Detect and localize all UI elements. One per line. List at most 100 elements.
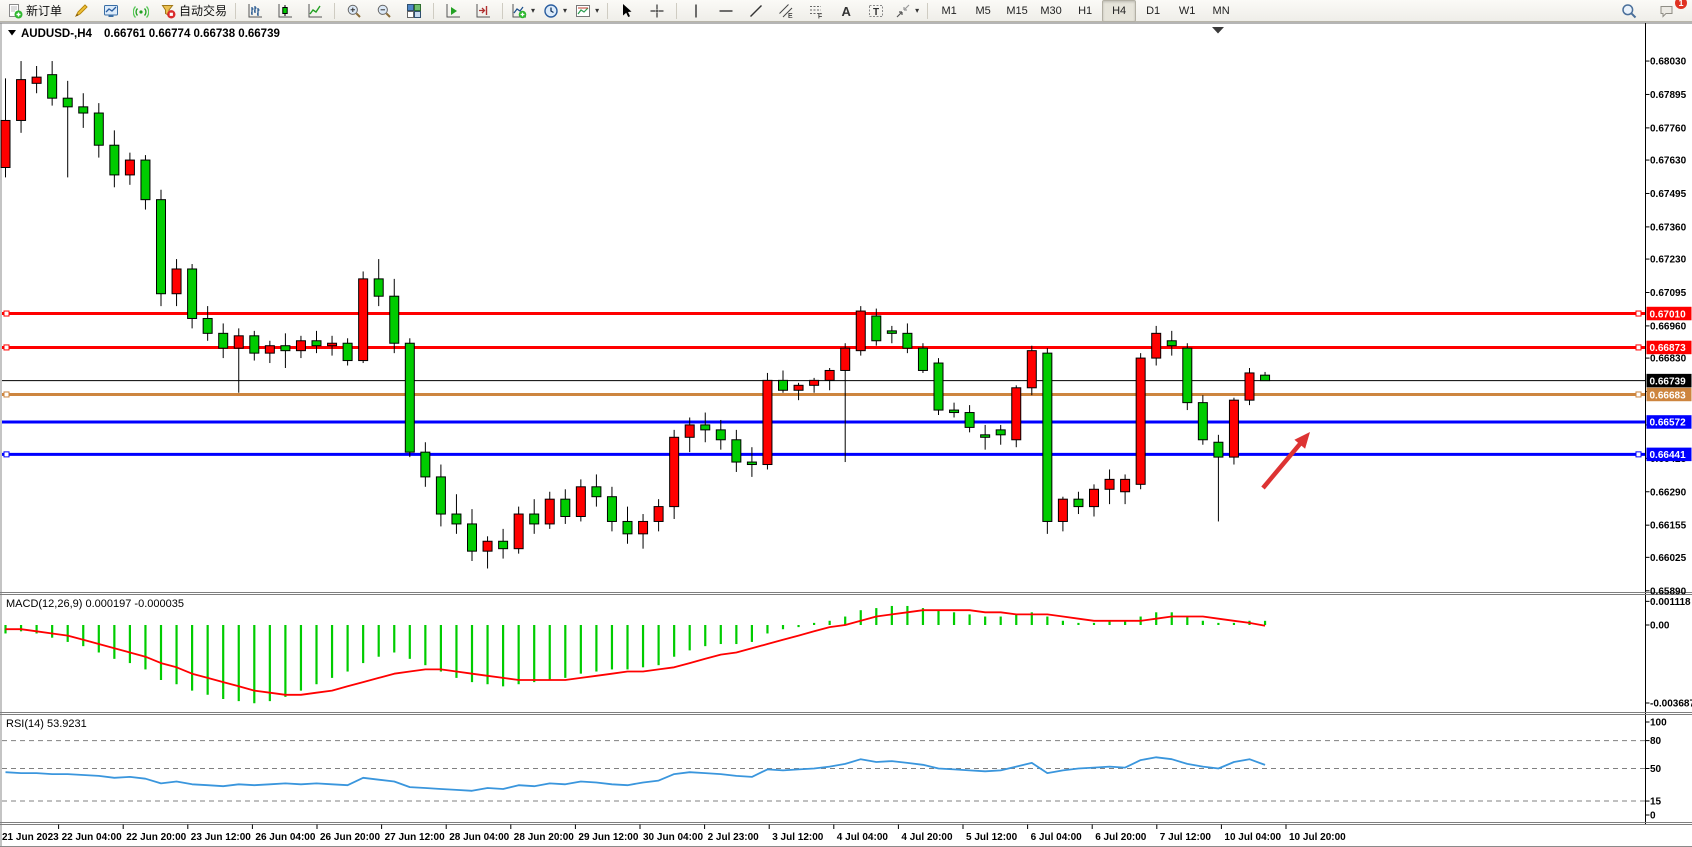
time-tick-label: 4 Jul 04:00: [837, 832, 889, 843]
arrows-button[interactable]: ▾: [891, 0, 923, 22]
toolbar-separator: [927, 2, 929, 19]
svg-text:F: F: [818, 13, 822, 19]
candle-body: [1197, 402, 1208, 441]
new-order-button[interactable]: 新订单: [3, 0, 66, 22]
line-chart-button[interactable]: [300, 0, 330, 22]
macd-tick-label: 0.00: [1650, 621, 1670, 632]
periods-button[interactable]: ▾: [539, 0, 571, 22]
candle-body: [622, 520, 633, 535]
equidistant-channel-button[interactable]: E: [771, 0, 801, 22]
candle-body: [404, 342, 415, 453]
horizontal-line-icon: [718, 3, 734, 19]
mql-community-button[interactable]: [96, 0, 126, 22]
zoom-out-button[interactable]: [369, 0, 399, 22]
candle-body: [327, 342, 338, 347]
candle-body: [855, 310, 866, 352]
tf-m1[interactable]: M1: [932, 0, 966, 22]
hline-handle[interactable]: [1635, 451, 1642, 458]
candle-body: [746, 461, 757, 466]
candle-body: [62, 97, 73, 108]
price-tick-label: 0.67230: [1650, 255, 1687, 266]
price-badge: [1646, 340, 1692, 355]
templates-button[interactable]: ▾: [571, 0, 603, 22]
tf-mn[interactable]: MN: [1204, 0, 1238, 22]
candle-body: [1213, 441, 1224, 458]
tile-windows-button[interactable]: [399, 0, 429, 22]
trend-arrow-head[interactable]: [1294, 432, 1310, 449]
cursor-button[interactable]: [612, 0, 642, 22]
zoom-in-button[interactable]: [339, 0, 369, 22]
chart-shift-marker[interactable]: [1212, 27, 1224, 34]
chevron-down-icon[interactable]: ▾: [915, 6, 920, 15]
price-tick-label: 0.66960: [1650, 321, 1687, 332]
candle-body: [295, 340, 306, 352]
tf-m30[interactable]: M30: [1034, 0, 1068, 22]
doc-plus-icon: [7, 3, 23, 19]
symbol-dropdown-icon[interactable]: [8, 30, 16, 36]
tf-h1[interactable]: H1: [1068, 0, 1102, 22]
candle-body: [358, 278, 369, 362]
candle-chart-button[interactable]: [270, 0, 300, 22]
svg-text:T: T: [873, 7, 879, 18]
candle-body: [31, 76, 42, 84]
hline-handle[interactable]: [1635, 391, 1642, 398]
tf-h4-label: H4: [1112, 4, 1127, 17]
fibonacci-icon: F: [808, 3, 824, 19]
crosshair-button[interactable]: [642, 0, 672, 22]
chevron-down-icon[interactable]: ▾: [595, 6, 600, 15]
candle-body: [249, 335, 260, 354]
hline-handle[interactable]: [3, 451, 10, 458]
label-button[interactable]: T: [861, 0, 891, 22]
autotrade-button[interactable]: 自动交易: [156, 0, 231, 22]
monitor-chart-icon: [103, 3, 119, 19]
candle-body: [498, 540, 509, 550]
search-button[interactable]: [1614, 0, 1644, 22]
horizontal-line-button[interactable]: [711, 0, 741, 22]
price-badge-label: 0.66739: [1650, 376, 1687, 387]
indicators-button[interactable]: ▾: [507, 0, 539, 22]
auto-scroll-button[interactable]: [438, 0, 468, 22]
tf-m5[interactable]: M5: [966, 0, 1000, 22]
tf-h4[interactable]: H4: [1102, 0, 1137, 22]
time-tick-label: 3 Jul 12:00: [772, 832, 824, 843]
candle-body: [700, 424, 711, 431]
vertical-line-button[interactable]: [681, 0, 711, 22]
chart-shift-button[interactable]: [468, 0, 498, 22]
notifications-button[interactable]: 1: [1652, 0, 1687, 22]
hline-handle[interactable]: [1635, 344, 1642, 351]
hline-handle[interactable]: [3, 310, 10, 317]
candle-body: [793, 384, 804, 391]
candle-body: [1089, 488, 1099, 508]
rsi-tick-label: 0: [1650, 811, 1656, 822]
candle-body: [606, 496, 617, 522]
time-tick-label: 2 Jul 23:00: [708, 832, 760, 843]
fibonacci-button[interactable]: F: [801, 0, 831, 22]
hline-handle[interactable]: [3, 344, 10, 351]
candle-body: [575, 486, 586, 518]
trend-arrow[interactable]: [1261, 439, 1305, 490]
svg-text:A: A: [842, 4, 852, 19]
chevron-down-icon[interactable]: ▾: [531, 6, 536, 15]
tf-w1[interactable]: W1: [1170, 0, 1204, 22]
price-badge-label: 0.66441: [1650, 450, 1687, 461]
tf-m15[interactable]: M15: [1000, 0, 1034, 22]
hline-handle[interactable]: [1635, 310, 1642, 317]
candle-body: [1042, 352, 1053, 522]
price-tick-label: 0.67760: [1650, 123, 1687, 134]
toolbar-separator: [433, 2, 435, 19]
bar-chart-button[interactable]: [240, 0, 270, 22]
candle-body: [638, 520, 649, 535]
crosshair-icon: [649, 3, 665, 19]
text-button[interactable]: A: [831, 0, 861, 22]
trendline-button[interactable]: [741, 0, 771, 22]
time-tick-label: 30 Jun 04:00: [643, 832, 703, 843]
price-badge: [1646, 387, 1692, 402]
signals-button[interactable]: [126, 0, 156, 22]
chevron-down-icon[interactable]: ▾: [563, 6, 568, 15]
text-a-icon: A: [838, 3, 854, 19]
tf-d1[interactable]: D1: [1136, 0, 1170, 22]
candle-body: [809, 379, 820, 386]
svg-text:E: E: [788, 13, 793, 19]
hline-handle[interactable]: [3, 391, 10, 398]
styler-button[interactable]: [66, 0, 96, 22]
